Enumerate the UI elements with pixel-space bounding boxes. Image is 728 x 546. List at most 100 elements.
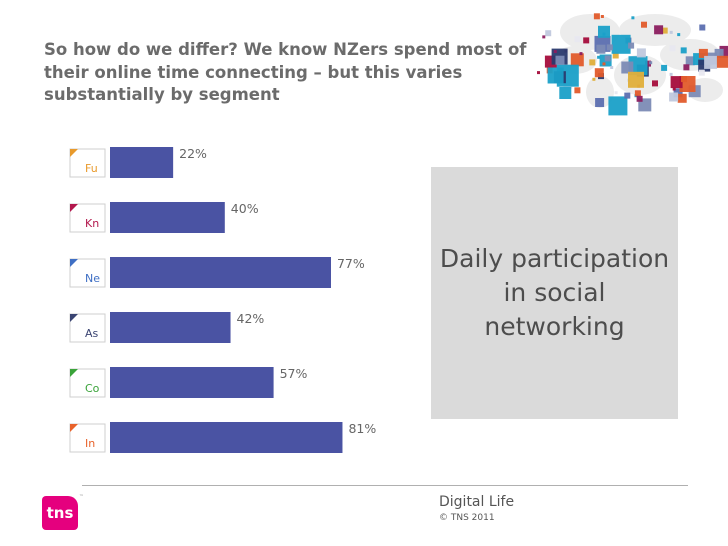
map-tile — [669, 30, 673, 34]
segment-bar-chart: Fu 22% Kn 40% Ne 77% As 42% Co 57% In 81% — [69, 146, 376, 453]
map-landmass — [586, 76, 614, 108]
bar — [110, 312, 231, 343]
map-tile — [680, 47, 687, 54]
map-tile — [555, 55, 565, 65]
map-tile — [661, 27, 668, 34]
footer-title: Digital Life — [439, 494, 515, 510]
category-icon-frame — [69, 258, 106, 288]
tns-logo-trademark: ™ — [79, 494, 84, 500]
category-label: Fu — [85, 162, 98, 175]
map-tile — [669, 72, 673, 76]
map-tile — [634, 90, 641, 97]
bar-row-kn: Kn 40% — [69, 201, 259, 233]
category-label: Co — [85, 382, 100, 395]
map-tile — [652, 80, 658, 87]
map-tile — [677, 93, 687, 103]
map-tile — [611, 34, 631, 54]
map-tile — [628, 71, 644, 88]
map-tile — [698, 48, 708, 58]
map-tile — [606, 44, 613, 51]
category-icon-frame — [69, 148, 106, 178]
map-tile — [610, 66, 614, 69]
category-icon-fu — [70, 149, 78, 157]
category-icon-in — [70, 424, 78, 432]
data-label: 77% — [337, 256, 365, 271]
map-tile — [558, 67, 562, 71]
map-tile — [716, 55, 728, 68]
map-tile — [636, 95, 643, 102]
category-label: Ne — [85, 272, 100, 285]
bar-row-fu: Fu 22% — [69, 146, 207, 178]
map-tile — [631, 16, 635, 20]
data-label: 42% — [237, 311, 265, 326]
bar-row-ne: Ne 77% — [69, 256, 365, 288]
category-icon-frame — [69, 203, 106, 233]
map-tile — [559, 87, 572, 99]
page-title: So how do we differ? We know NZers spend… — [44, 40, 527, 104]
data-label: 22% — [179, 146, 207, 161]
map-tile — [597, 55, 601, 59]
map-tile — [537, 71, 540, 75]
map-tile — [612, 52, 619, 59]
category-icon-ne — [70, 259, 78, 267]
data-label: 40% — [231, 201, 259, 216]
map-tile — [677, 33, 681, 37]
map-tile — [704, 55, 718, 69]
map-tile — [661, 64, 668, 71]
map-tile — [641, 21, 647, 28]
map-tile — [574, 87, 581, 94]
map-tile — [593, 13, 600, 20]
map-tile — [570, 53, 584, 67]
bar — [110, 202, 225, 233]
category-icon-kn — [70, 204, 78, 212]
bar — [110, 147, 174, 178]
tns-logo: tns — [42, 496, 78, 530]
map-tile — [579, 52, 583, 56]
tns-logo-text: tns — [46, 504, 74, 522]
map-tile — [649, 61, 653, 65]
map-tile — [596, 44, 606, 54]
map-tile — [602, 62, 606, 66]
footer-divider — [82, 485, 688, 486]
map-tile — [592, 77, 596, 81]
map-tile — [654, 25, 664, 35]
map-tile — [681, 76, 687, 83]
map-tile — [714, 48, 724, 58]
map-tile — [553, 50, 557, 53]
map-tile — [636, 48, 646, 58]
map-tile — [594, 68, 604, 78]
map-tile — [670, 76, 683, 89]
map-tile — [628, 42, 635, 49]
map-tile — [685, 56, 695, 66]
map-tile — [547, 67, 564, 84]
category-icon-frame — [69, 423, 106, 453]
map-tile — [600, 15, 604, 18]
map-tile — [542, 35, 546, 39]
footer-copyright: © TNS 2011 — [439, 513, 495, 523]
category-label: Kn — [85, 217, 99, 230]
map-tile — [545, 30, 552, 37]
category-icon-frame — [69, 368, 106, 398]
map-tile — [574, 36, 581, 43]
category-icon-as — [70, 314, 78, 322]
map-tile — [645, 60, 651, 67]
category-label: As — [85, 327, 99, 340]
map-tile — [598, 25, 610, 38]
map-tile — [672, 87, 676, 91]
bar — [110, 257, 331, 288]
map-tile — [595, 98, 605, 107]
category-icon-frame — [69, 313, 106, 343]
world-map-mosaic — [537, 13, 728, 116]
map-tile — [589, 59, 596, 66]
map-tile — [614, 91, 618, 95]
category-label: In — [85, 437, 95, 450]
map-tile — [583, 37, 590, 44]
map-tile — [669, 45, 676, 52]
category-icon-co — [70, 369, 78, 377]
bar — [110, 367, 274, 398]
bar-row-co: Co 57% — [69, 366, 307, 398]
map-tile — [608, 96, 628, 116]
data-label: 81% — [348, 421, 376, 436]
map-tile — [669, 92, 679, 102]
callout-box: Daily participation in social networking — [431, 167, 678, 419]
